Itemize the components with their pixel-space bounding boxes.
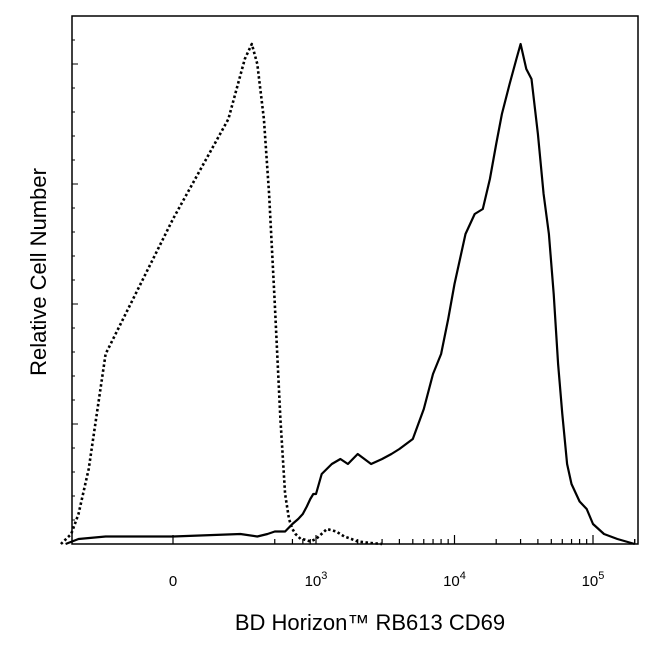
x-tick-label-base: 10	[305, 573, 322, 590]
x-tick-label: 105	[582, 570, 605, 590]
series-layer	[59, 42, 636, 546]
x-tick-label-exponent: 3	[321, 570, 327, 582]
x-axis-tick-labels: 0 103 104 105	[169, 570, 605, 590]
x-tick-label-base: 10	[582, 573, 599, 590]
x-tick-label-exponent: 5	[598, 570, 604, 582]
x-tick-label: 0	[169, 573, 177, 590]
stained-histogram-line	[65, 42, 636, 546]
x-axis-ticks	[172, 535, 636, 544]
x-tick-label-base: 0	[169, 573, 177, 590]
control-histogram-line	[59, 42, 383, 546]
x-tick-label: 103	[305, 570, 328, 590]
x-tick-label-base: 10	[443, 573, 460, 590]
x-tick-label: 104	[443, 570, 466, 590]
x-tick-label-exponent: 4	[460, 570, 466, 582]
y-axis-ticks	[72, 15, 78, 545]
x-axis-label: BD Horizon™ RB613 CD69	[235, 610, 505, 635]
y-axis-label: Relative Cell Number	[26, 168, 51, 376]
